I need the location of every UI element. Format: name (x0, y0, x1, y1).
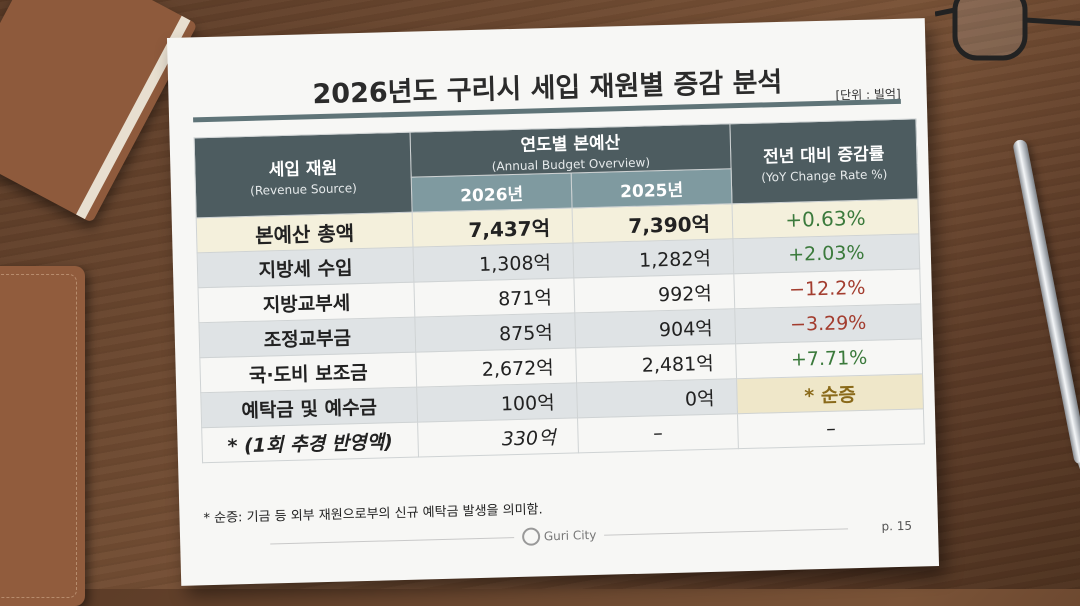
page-title: 2026년도 구리시 세입 재원별 증감 분석 (312, 66, 783, 111)
row-2025: 992억 (573, 273, 735, 313)
row-source: 국·도비 보조금 (199, 352, 417, 393)
row-2025: 7,390억 (572, 203, 733, 243)
row-2026: 875억 (414, 312, 576, 353)
row-2025: 2,481억 (575, 343, 737, 383)
header-change-en: (YoY Change Rate %) (761, 166, 888, 185)
row-change: +0.63% (731, 198, 919, 239)
header-change-ko: 전년 대비 증감률 (762, 143, 885, 167)
glasses-icon (935, 0, 1080, 61)
header-source: 세입 재원 (Revenue Source) (194, 132, 413, 218)
row-2025: 0억 (576, 378, 738, 418)
row-2025: 904억 (574, 308, 736, 348)
row-change: +2.03% (732, 233, 920, 274)
row-2026: 2,672억 (415, 347, 577, 388)
row-source: 지방세 수입 (197, 247, 414, 288)
revenue-table: 세입 재원 (Revenue Source) 연도별 본예산 (Annual B… (194, 118, 925, 463)
row-source: 예탁금 및 예수금 (200, 387, 418, 428)
row-change: +7.71% (735, 338, 923, 379)
row-source: 본예산 총액 (196, 212, 414, 253)
row-2025: – (577, 413, 739, 453)
wallet-prop (0, 266, 85, 606)
logo-text: Guri City (543, 527, 597, 543)
row-change-badge: * 순증 (736, 373, 924, 414)
row-2026: 871억 (413, 277, 575, 318)
row-source: * (1회 추경 반영액) (201, 422, 419, 463)
row-change: – (737, 408, 925, 449)
row-change: −12.2% (733, 268, 921, 309)
document-page: 2026년도 구리시 세입 재원별 증감 분석 [단위 : 빌억] 세입 재원 … (166, 18, 940, 586)
city-seal-icon (521, 527, 541, 546)
row-2026: 100억 (416, 382, 578, 423)
header-change: 전년 대비 증감률 (YoY Change Rate %) (729, 118, 918, 204)
header-source-ko: 세입 재원 (268, 158, 338, 180)
row-source: 지방교부세 (198, 282, 415, 323)
footnote: * 순증: 기금 등 외부 재원으로부의 신규 예탁금 발생을 의미함. (203, 502, 543, 527)
row-change: −3.29% (734, 303, 922, 344)
row-2025: 1,282억 (572, 238, 734, 278)
header-year-2026: 2026년 (411, 172, 573, 213)
row-2026: 1,308억 (413, 242, 574, 283)
header-source-en: (Revenue Source) (249, 180, 357, 198)
header-year-2025: 2025년 (571, 168, 732, 208)
page-number: p. 15 (881, 518, 913, 534)
row-source: 조정교부금 (198, 317, 416, 358)
row-2026: 330억 (417, 417, 579, 458)
row-2026: 7,437억 (412, 207, 573, 248)
header-budget-ko: 연도별 본예산 (520, 133, 621, 156)
